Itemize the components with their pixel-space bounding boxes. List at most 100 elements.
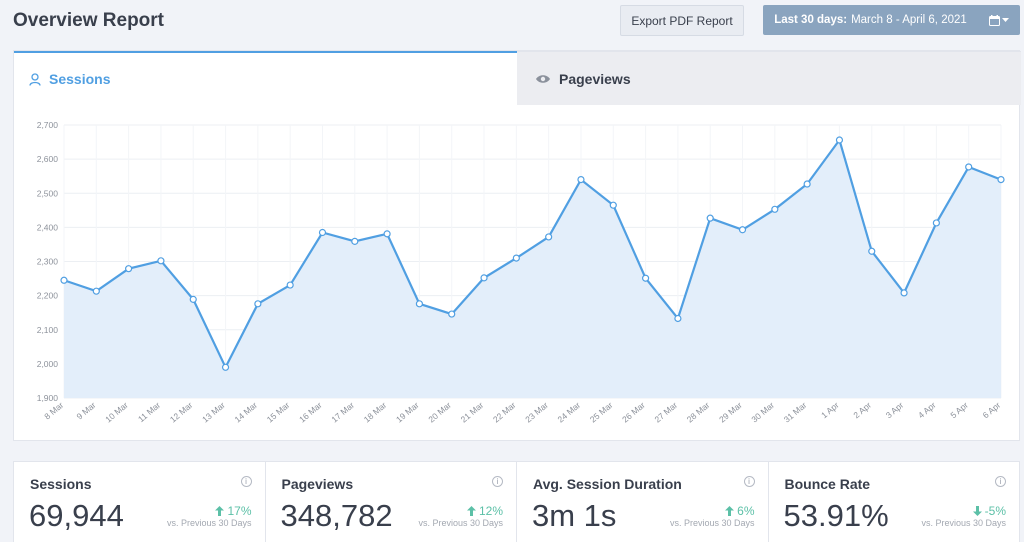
x-tick-label: 12 Mar	[168, 400, 195, 425]
x-tick-label: 23 Mar	[523, 400, 550, 425]
stat-change: -5%	[972, 504, 1006, 518]
data-point	[351, 237, 359, 245]
x-tick-label: 13 Mar	[200, 400, 227, 425]
data-point	[92, 287, 100, 295]
data-point	[609, 201, 617, 209]
x-tick-label: 10 Mar	[103, 400, 130, 425]
stat-label: Avg. Session Duration	[533, 476, 682, 492]
y-tick-label: 2,700	[37, 120, 59, 130]
data-point	[900, 289, 908, 297]
stat-compare: vs. Previous 30 Days	[166, 518, 252, 528]
x-tick-label: 17 Mar	[329, 400, 356, 425]
y-tick-label: 2,500	[37, 188, 59, 198]
series-area	[64, 140, 1001, 398]
x-tick-label: 20 Mar	[426, 400, 453, 425]
series-line	[63, 137, 1002, 370]
stat-compare: vs. Previous 30 Days	[669, 518, 755, 528]
tab-pageviews[interactable]: Pageviews	[517, 51, 1021, 105]
stat-bounce-rate: Bounce Rate i 53.91% -5% vs. Previous 30…	[769, 462, 1020, 542]
stats-row: Sessions i 69,944 17% vs. Previous 30 Da…	[13, 461, 1020, 542]
stat-label: Bounce Rate	[784, 476, 871, 492]
x-tick-label: 31 Mar	[782, 400, 809, 425]
calendar-icon	[988, 14, 1009, 26]
tab-sessions[interactable]: Sessions	[14, 51, 517, 105]
data-point	[577, 175, 585, 184]
data-point	[965, 163, 973, 171]
export-pdf-button[interactable]: Export PDF Report	[620, 5, 744, 36]
info-icon[interactable]: i	[743, 476, 755, 487]
data-point	[286, 281, 294, 289]
stat-change-value: 12%	[478, 504, 503, 518]
stat-label: Sessions	[30, 476, 92, 492]
x-tick-label: 2 Apr	[851, 400, 873, 421]
y-tick-label: 2,100	[37, 325, 59, 335]
date-range-label: Last 30 days:	[774, 14, 848, 26]
info-icon[interactable]: i	[240, 476, 252, 487]
data-point	[254, 300, 262, 308]
data-point	[932, 219, 940, 227]
y-tick-label: 2,200	[37, 291, 59, 301]
info-icon[interactable]: i	[492, 476, 503, 487]
data-point	[706, 214, 714, 222]
stat-label: Pageviews	[281, 476, 354, 492]
stat-value: 348,782	[280, 498, 393, 533]
stat-change: 6%	[725, 504, 755, 518]
x-tick-label: 11 Mar	[136, 400, 162, 424]
x-tick-label: 30 Mar	[749, 400, 776, 425]
data-point	[641, 274, 650, 282]
stat-change: 17%	[215, 504, 252, 518]
x-tick-label: 28 Mar	[685, 400, 712, 425]
x-tick-label: 4 Apr	[916, 400, 938, 421]
data-point	[674, 314, 682, 323]
x-tick-label: 21 Mar	[459, 400, 486, 425]
stat-value: 53.91%	[783, 498, 889, 533]
x-tick-label: 5 Apr	[948, 400, 970, 421]
data-point	[803, 180, 811, 188]
stat-compare: vs. Previous 30 Days	[921, 518, 1006, 528]
data-point	[868, 247, 876, 255]
data-point	[835, 136, 844, 144]
stat-change-value: 6%	[737, 504, 755, 518]
x-tick-label: 27 Mar	[652, 400, 679, 425]
x-tick-label: 22 Mar	[491, 400, 518, 425]
x-tick-label: 19 Mar	[394, 400, 421, 425]
arrow-up-icon	[466, 506, 476, 516]
eye-icon	[536, 74, 550, 83]
data-point	[189, 295, 197, 303]
data-point	[221, 363, 230, 371]
x-tick-label: 9 Mar	[75, 400, 98, 422]
y-tick-label: 2,400	[37, 222, 59, 232]
y-tick-label: 2,000	[37, 359, 59, 369]
stat-compare: vs. Previous 30 Days	[418, 518, 503, 528]
data-point	[512, 254, 520, 262]
date-range-dates: March 8 - April 6, 2021	[851, 14, 967, 26]
export-pdf-label: Export PDF Report	[631, 13, 733, 28]
x-tick-label: 14 Mar	[232, 400, 259, 425]
x-tick-label: 26 Mar	[620, 400, 647, 425]
arrow-up-icon	[215, 506, 225, 516]
user-icon	[29, 72, 41, 86]
sessions-chart: 1,900 2,000 2,100 2,200 2,300 2,400 2,500 2,600…	[37, 120, 1005, 425]
stat-sessions: Sessions i 69,944 17% vs. Previous 30 Da…	[14, 462, 266, 542]
arrow-down-icon	[972, 506, 982, 516]
x-tick-label: 18 Mar	[362, 400, 389, 425]
x-tick-label: 29 Mar	[717, 400, 744, 425]
stat-avg-session-duration: Avg. Session Duration i 3m 1s 6% vs. Pre…	[517, 462, 769, 542]
stat-change-value: -5%	[984, 504, 1006, 518]
tab-sessions-label: Sessions	[49, 71, 111, 87]
data-point	[318, 228, 327, 237]
data-point	[545, 233, 553, 241]
stat-change-value: 17%	[227, 504, 252, 518]
arrow-up-icon	[725, 506, 735, 516]
x-tick-label: 3 Apr	[884, 400, 906, 421]
tab-pageviews-label: Pageviews	[559, 70, 631, 87]
date-range-button[interactable]: Last 30 days: March 8 - April 6, 2021	[763, 5, 1020, 35]
stat-change: 12%	[466, 504, 503, 518]
data-point	[738, 226, 747, 234]
stat-value: 3m 1s	[532, 498, 617, 533]
data-point	[157, 257, 165, 265]
x-tick-label: 6 Apr	[981, 400, 1003, 421]
x-tick-label: 8 Mar	[42, 400, 65, 422]
info-icon[interactable]: i	[995, 476, 1006, 487]
y-tick-label: 2,600	[37, 154, 59, 164]
